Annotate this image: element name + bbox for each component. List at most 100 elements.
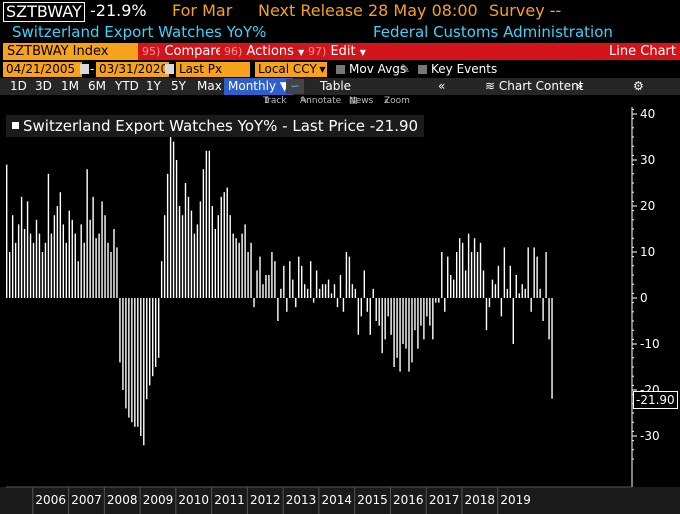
chart-style-icon[interactable]: ∽ (286, 79, 304, 94)
bar (551, 298, 553, 399)
bar (461, 242, 464, 298)
mov-avgs-checkbox[interactable] (336, 65, 345, 74)
period-3d[interactable]: 3D (35, 79, 52, 93)
period-1y[interactable]: 1Y (146, 79, 161, 93)
bar (277, 298, 279, 321)
key-events-checkbox[interactable] (418, 65, 427, 74)
x-tick-label: 2017 (429, 493, 460, 507)
bar (77, 261, 79, 298)
actions-label: Actions (246, 44, 294, 59)
bar (354, 288, 357, 298)
bar (256, 270, 258, 298)
bar (330, 293, 333, 298)
period-6m[interactable]: 6M (88, 79, 106, 93)
bar (259, 256, 261, 298)
x-tick-label: 2009 (143, 493, 174, 507)
bar (137, 298, 139, 427)
end-date-field[interactable]: 03/31/2020 (96, 62, 169, 77)
bar (438, 298, 440, 303)
bar (38, 233, 41, 298)
bar (208, 150, 211, 298)
currency-dropdown-icon[interactable]: ▼ (318, 62, 327, 77)
bar (160, 261, 163, 298)
period-max[interactable]: Max (197, 79, 222, 93)
ticker-field[interactable]: SZTBWAY (3, 2, 85, 22)
bar (372, 288, 374, 298)
x-tick-label: 2011 (214, 493, 245, 507)
pencil-icon[interactable]: ✎ (400, 62, 411, 76)
bar (59, 192, 62, 298)
edit-caret-icon: ▼ (359, 48, 366, 57)
bar (149, 298, 151, 386)
calendar-icon[interactable] (80, 64, 89, 74)
bar (301, 265, 303, 298)
bar (131, 298, 133, 423)
currency-select[interactable]: Local CCY (255, 62, 321, 77)
bar (235, 238, 237, 298)
bar (467, 233, 470, 298)
bar (220, 196, 222, 298)
bar (122, 298, 124, 390)
bar (369, 298, 371, 335)
bar (166, 173, 169, 298)
bar (336, 298, 339, 308)
chart-content-button[interactable]: ≋ Chart Content (485, 78, 583, 95)
bar (241, 233, 243, 298)
price-field-select[interactable]: Last Px (176, 62, 250, 77)
bar (20, 196, 23, 298)
compare-number: 95) (142, 45, 161, 58)
bar (515, 275, 517, 298)
bar (89, 219, 91, 298)
period-1m[interactable]: 1M (61, 79, 79, 93)
bar (205, 150, 208, 298)
x-axis-band (0, 487, 680, 514)
bar (280, 288, 282, 298)
bar (146, 298, 148, 400)
zoom-label: Zoom (384, 96, 410, 106)
news-label: News (349, 96, 374, 106)
bar (503, 247, 506, 298)
bar (199, 201, 202, 298)
bar (393, 298, 395, 367)
frequency-select[interactable]: Monthly ▼ (224, 78, 294, 95)
period-5y[interactable]: 5Y (171, 79, 186, 93)
actions-button[interactable]: 96) Actions ▼ (220, 43, 306, 60)
bar (223, 192, 225, 298)
x-tick-label: 2013 (286, 493, 317, 507)
bar (113, 229, 115, 298)
index-field[interactable]: SZTBWAY Index (3, 43, 138, 60)
bar (107, 242, 109, 298)
table-button[interactable]: Table (320, 79, 352, 93)
period-ytd[interactable]: YTD (115, 79, 139, 93)
edit-label: Edit (330, 44, 356, 59)
bar (17, 224, 20, 298)
gear-icon[interactable]: ⚙ (633, 79, 644, 93)
bar (80, 224, 82, 298)
bar (497, 265, 500, 298)
bar (429, 298, 431, 326)
data-source: Federal Customs Administration (373, 23, 613, 41)
collapse-left-icon[interactable]: « (438, 79, 446, 93)
bar (539, 288, 541, 298)
bar (455, 252, 458, 298)
edit-button[interactable]: 97) Edit ▼ (304, 43, 372, 60)
start-date-field[interactable]: 04/21/2005 (3, 62, 82, 77)
bar (304, 284, 306, 298)
period-1d[interactable]: 1D (10, 79, 27, 93)
zoom-icon: ⌕ (384, 96, 390, 106)
y-tick-label: -10 (640, 337, 660, 351)
frequency-label: Monthly (228, 79, 277, 93)
bar (435, 298, 437, 303)
bar (155, 298, 157, 367)
compare-button[interactable]: 95) Compare (138, 43, 223, 60)
calendar-icon[interactable] (165, 64, 174, 74)
bar (527, 247, 529, 298)
bar (265, 275, 267, 298)
collapse-right-icon[interactable]: » (576, 79, 584, 93)
bar (387, 298, 389, 317)
options-row: 04/21/2005 - 03/31/2020 Last Px Local CC… (0, 61, 680, 78)
x-tick-label: 2008 (107, 493, 138, 507)
x-tick-label: 2012 (250, 493, 281, 507)
bar (375, 298, 377, 321)
